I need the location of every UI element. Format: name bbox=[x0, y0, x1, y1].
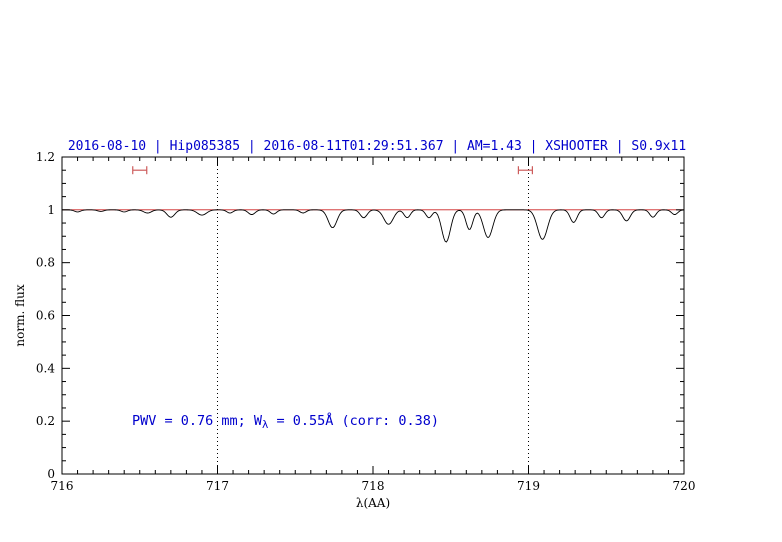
pwv-annotation: PWV = 0.76 mm; Wλ = 0.55Å (corr: 0.38) bbox=[132, 412, 439, 431]
y-tick-label: 0 bbox=[47, 467, 55, 481]
y-tick-label: 1 bbox=[47, 203, 55, 217]
x-tick-label: 717 bbox=[206, 479, 229, 493]
spectrum-line bbox=[62, 209, 685, 243]
plot-title: 2016-08-10 | Hip085385 | 2016-08-11T01:2… bbox=[67, 139, 687, 154]
x-tick-label: 719 bbox=[517, 479, 540, 493]
y-tick-label: 0.6 bbox=[36, 309, 55, 323]
x-axis-label: λ(AA) bbox=[356, 496, 390, 510]
y-tick-label: 0.2 bbox=[36, 414, 55, 428]
y-tick-label: 1.2 bbox=[36, 150, 55, 164]
x-tick-label: 716 bbox=[51, 479, 74, 493]
y-tick-label: 0.8 bbox=[36, 256, 55, 270]
x-tick-label: 718 bbox=[362, 479, 385, 493]
x-tick-label: 720 bbox=[673, 479, 696, 493]
y-axis-label: norm. flux bbox=[13, 284, 27, 346]
y-tick-label: 0.4 bbox=[36, 361, 55, 375]
